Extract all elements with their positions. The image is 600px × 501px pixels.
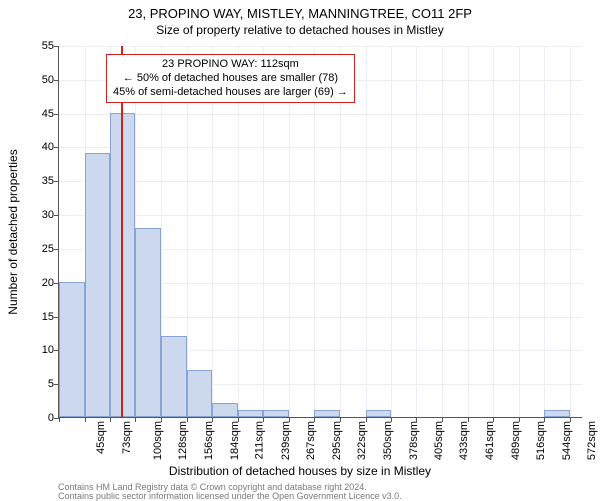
x-axis-label: Distribution of detached houses by size … bbox=[0, 464, 600, 478]
ytick-label: 50 bbox=[24, 74, 54, 86]
xtick-label: 544sqm bbox=[561, 421, 573, 460]
gridline-v bbox=[366, 46, 367, 417]
xtick-label: 322sqm bbox=[356, 421, 368, 460]
ytick-label: 55 bbox=[24, 40, 54, 52]
xtick-mark bbox=[110, 417, 111, 422]
gridline-v bbox=[468, 46, 469, 417]
xtick-mark bbox=[85, 417, 86, 422]
chart-title-main: 23, PROPINO WAY, MISTLEY, MANNINGTREE, C… bbox=[0, 6, 600, 21]
ytick-label: 5 bbox=[24, 378, 54, 390]
xtick-label: 267sqm bbox=[306, 421, 318, 460]
ytick-mark bbox=[54, 46, 59, 47]
gridline-v bbox=[493, 46, 494, 417]
ytick-label: 20 bbox=[24, 277, 54, 289]
histogram-bar bbox=[85, 153, 110, 417]
y-axis-label: Number of detached properties bbox=[6, 149, 20, 314]
histogram-bar bbox=[238, 410, 264, 417]
gridline-h bbox=[59, 215, 582, 216]
histogram-bar bbox=[212, 403, 238, 417]
gridline-v bbox=[416, 46, 417, 417]
gridline-v bbox=[442, 46, 443, 417]
histogram-bar bbox=[161, 336, 187, 417]
histogram-bar bbox=[59, 282, 85, 417]
ytick-label: 0 bbox=[24, 412, 54, 424]
ytick-label: 30 bbox=[24, 209, 54, 221]
xtick-label: 350sqm bbox=[382, 421, 394, 460]
chart-title-sub: Size of property relative to detached ho… bbox=[0, 23, 600, 37]
ytick-label: 40 bbox=[24, 141, 54, 153]
ytick-label: 25 bbox=[24, 243, 54, 255]
xtick-label: 73sqm bbox=[121, 421, 133, 454]
xtick-label: 516sqm bbox=[535, 421, 547, 460]
histogram-bar bbox=[314, 410, 340, 417]
xtick-label: 211sqm bbox=[253, 421, 265, 459]
histogram-bar bbox=[135, 228, 161, 417]
ytick-mark bbox=[54, 215, 59, 216]
gridline-v bbox=[570, 46, 571, 417]
gridline-h bbox=[59, 181, 582, 182]
histogram-bar bbox=[263, 410, 289, 417]
histogram-bar bbox=[366, 410, 391, 417]
xtick-label: 128sqm bbox=[178, 421, 190, 460]
gridline-v bbox=[519, 46, 520, 417]
xtick-mark bbox=[135, 417, 136, 422]
annotation-line-1: 23 PROPINO WAY: 112sqm bbox=[113, 58, 348, 72]
gridline-h bbox=[59, 46, 582, 47]
ytick-label: 15 bbox=[24, 311, 54, 323]
xtick-mark bbox=[59, 417, 60, 422]
xtick-label: 405sqm bbox=[433, 421, 445, 460]
histogram-bar bbox=[544, 410, 570, 417]
attribution-text: Contains HM Land Registry data © Crown c… bbox=[58, 483, 402, 501]
xtick-label: 239sqm bbox=[280, 421, 292, 460]
xtick-label: 295sqm bbox=[331, 421, 343, 460]
gridline-v bbox=[544, 46, 545, 417]
chart-title-block: 23, PROPINO WAY, MISTLEY, MANNINGTREE, C… bbox=[0, 0, 600, 37]
gridline-v bbox=[391, 46, 392, 417]
annotation-line-3: 45% of semi-detached houses are larger (… bbox=[113, 86, 348, 100]
xtick-label: 489sqm bbox=[510, 421, 522, 460]
ytick-mark bbox=[54, 181, 59, 182]
marker-annotation-box: 23 PROPINO WAY: 112sqm ← 50% of detached… bbox=[106, 54, 355, 103]
ytick-mark bbox=[54, 147, 59, 148]
xtick-label: 461sqm bbox=[484, 421, 496, 460]
gridline-h bbox=[59, 147, 582, 148]
ytick-mark bbox=[54, 80, 59, 81]
histogram-bar bbox=[187, 370, 212, 417]
ytick-mark bbox=[54, 114, 59, 115]
xtick-label: 572sqm bbox=[586, 421, 598, 460]
ytick-label: 35 bbox=[24, 175, 54, 187]
xtick-label: 45sqm bbox=[95, 421, 107, 454]
ytick-label: 10 bbox=[24, 344, 54, 356]
annotation-line-2: ← 50% of detached houses are smaller (78… bbox=[113, 72, 348, 86]
ytick-mark bbox=[54, 249, 59, 250]
gridline-h bbox=[59, 114, 582, 115]
xtick-label: 184sqm bbox=[229, 421, 241, 460]
xtick-label: 100sqm bbox=[152, 421, 164, 460]
xtick-label: 378sqm bbox=[408, 421, 420, 460]
xtick-label: 156sqm bbox=[203, 421, 215, 460]
xtick-label: 433sqm bbox=[458, 421, 470, 460]
ytick-label: 45 bbox=[24, 108, 54, 120]
